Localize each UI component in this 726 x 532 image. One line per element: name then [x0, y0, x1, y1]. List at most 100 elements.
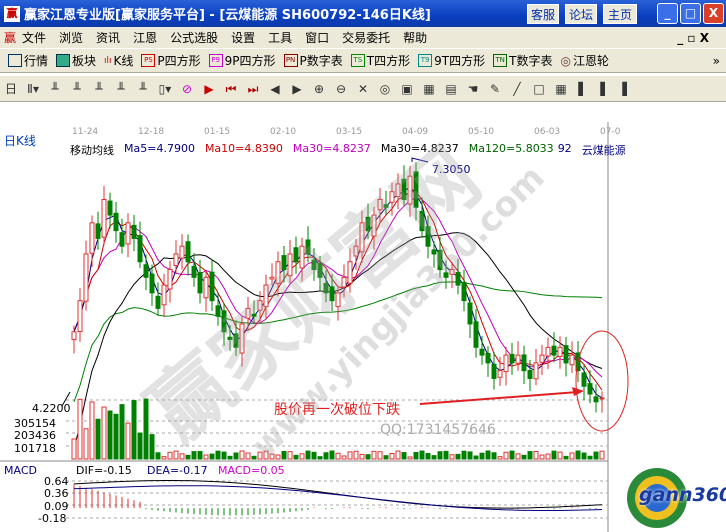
candle-body [491, 363, 497, 379]
square-icon[interactable]: ▣ [401, 81, 413, 96]
volume-bar [239, 450, 245, 460]
candle-body [323, 282, 329, 294]
candle-body [467, 302, 473, 325]
candle-body [569, 354, 575, 366]
p-number-button[interactable]: PN P数字表 [283, 52, 343, 69]
cross-icon[interactable]: ✕ [357, 81, 369, 96]
draw-icon[interactable]: ✎ [489, 81, 501, 96]
candle-body [161, 284, 167, 306]
forum-button[interactable]: 论坛 [565, 4, 597, 24]
menu-gann[interactable]: 江恩 [133, 31, 158, 45]
candle-icon[interactable]: ▯▾ [158, 81, 172, 96]
hand-icon[interactable]: ☚ [467, 81, 479, 96]
first-icon[interactable]: ⏮ [225, 81, 237, 96]
bars-icon[interactable]: ▌ [578, 81, 588, 96]
zoom-in-icon[interactable]: ⊕ [313, 81, 325, 96]
candle-body [437, 249, 443, 271]
t-number-button[interactable]: TN T数字表 [493, 52, 552, 69]
candle-body [407, 175, 413, 205]
menu-help[interactable]: 帮助 [403, 31, 428, 45]
macd-tick: 0.36 [44, 487, 69, 500]
square-tool-icon[interactable]: □ [533, 81, 545, 96]
menu-settings[interactable]: 设置 [231, 31, 256, 45]
t-square-button[interactable]: TS T四方形 [350, 52, 410, 69]
zoom-out-icon[interactable]: ⊖ [335, 81, 347, 96]
volume-bar [587, 455, 593, 460]
right-icon[interactable]: ▶ [292, 81, 302, 96]
chart-type-icon[interactable]: ╨ [139, 81, 147, 96]
left-icon[interactable]: ◀ [270, 81, 280, 96]
bars-icon[interactable]: ▌ [622, 81, 632, 96]
chart-type-icon[interactable]: ╨ [117, 81, 125, 96]
period-icon[interactable]: 日▾ [4, 81, 17, 114]
minimize-button[interactable]: _ [657, 3, 678, 24]
menu-window[interactable]: 窗口 [305, 31, 330, 45]
menu-trade[interactable]: 交易委托 [342, 31, 391, 45]
notes-icon[interactable]: ▤ [445, 81, 457, 96]
gann-wheel-button[interactable]: ◎ 江恩轮 [560, 53, 609, 69]
volume-tick: 203436 [14, 429, 56, 442]
service-button[interactable]: 客服 [527, 4, 559, 24]
volume-bar [197, 450, 203, 460]
ma30-label: Ma30=4.8237 [292, 142, 371, 155]
bar-icon[interactable]: Ⅱ▾ [27, 81, 39, 96]
volume-bar [119, 404, 125, 460]
chart-type-icon[interactable]: ╨ [51, 81, 59, 96]
app-menu-icon[interactable]: 赢 [4, 31, 17, 45]
volume-bar [353, 450, 359, 460]
kline-button[interactable]: ılı K线 [104, 54, 134, 68]
9p-square-button[interactable]: P9 9P四方形 [208, 52, 276, 69]
volume-bar [371, 450, 377, 460]
menu-browse[interactable]: 浏览 [59, 31, 84, 45]
p-square-button[interactable]: PS P四方形 [141, 52, 201, 69]
9t-square-button[interactable]: T9 9T四方形 [418, 52, 485, 69]
chart-canvas[interactable] [0, 102, 726, 532]
blocks-icon [56, 54, 71, 67]
candle-body [389, 191, 395, 203]
volume-bar [305, 450, 311, 460]
highlight-ellipse [575, 330, 629, 432]
chart-type-icon[interactable]: ╨ [73, 81, 81, 96]
volume-bar [335, 452, 341, 460]
target-icon[interactable]: ◎ [379, 81, 391, 96]
ma5-label: Ma5=4.7900 [124, 142, 195, 155]
no-icon[interactable]: ⊘ [181, 81, 193, 96]
title-bar: 赢 赢家江恩专业版[赢家服务平台] - [云煤能源 SH600792-146日K… [0, 0, 726, 27]
calendar-icon[interactable]: ▦ [555, 81, 567, 96]
flag-icon[interactable]: ▶ [204, 81, 214, 96]
volume-bar [347, 451, 353, 460]
volume-bar [317, 456, 323, 460]
candle-body [215, 305, 221, 317]
mdi-controls[interactable]: _ ▫ X [677, 30, 709, 45]
blocks-button[interactable]: 板块 [56, 52, 96, 69]
volume-bar [113, 413, 119, 460]
candle-body [353, 245, 359, 257]
candle-body [155, 295, 161, 309]
candle-body [173, 253, 179, 266]
bars-icon[interactable]: ▌ [600, 81, 610, 96]
menu-formula[interactable]: 公式选股 [170, 31, 219, 45]
maximize-button[interactable]: □ [680, 3, 701, 24]
quotes-button[interactable]: 行情 [8, 52, 48, 69]
main-toolbar: 行情 板块 ılı K线 PS P四方形 P9 9P四方形 PN P数字表 TS T四方形… [0, 48, 726, 73]
menu-news[interactable]: 资讯 [96, 31, 121, 45]
candle-body [125, 222, 131, 245]
candle-body [551, 345, 557, 356]
date-tick: 01-15 [204, 127, 231, 137]
chart-type-icon[interactable]: ╨ [95, 81, 103, 96]
line-icon[interactable]: ╱ [513, 81, 521, 96]
home-button[interactable]: 主页 [603, 4, 637, 24]
candle-body [89, 222, 95, 254]
menu-tools[interactable]: 工具 [268, 31, 293, 45]
close-button[interactable]: X [703, 3, 724, 24]
volume-bar [209, 453, 215, 460]
menu-file[interactable]: 文件 [22, 31, 47, 45]
volume-bar [485, 450, 491, 460]
grid-icon[interactable]: ▦ [423, 81, 435, 96]
more-button[interactable]: » [712, 53, 720, 68]
candle-body [293, 247, 299, 263]
volume-bar [413, 452, 419, 460]
last-icon[interactable]: ⏭ [247, 81, 259, 96]
volume-bar [509, 450, 515, 460]
kline-chart[interactable]: 日K线 11-24 12-18 01-15 02-10 03-15 04-09 05-10 0… [0, 102, 726, 532]
